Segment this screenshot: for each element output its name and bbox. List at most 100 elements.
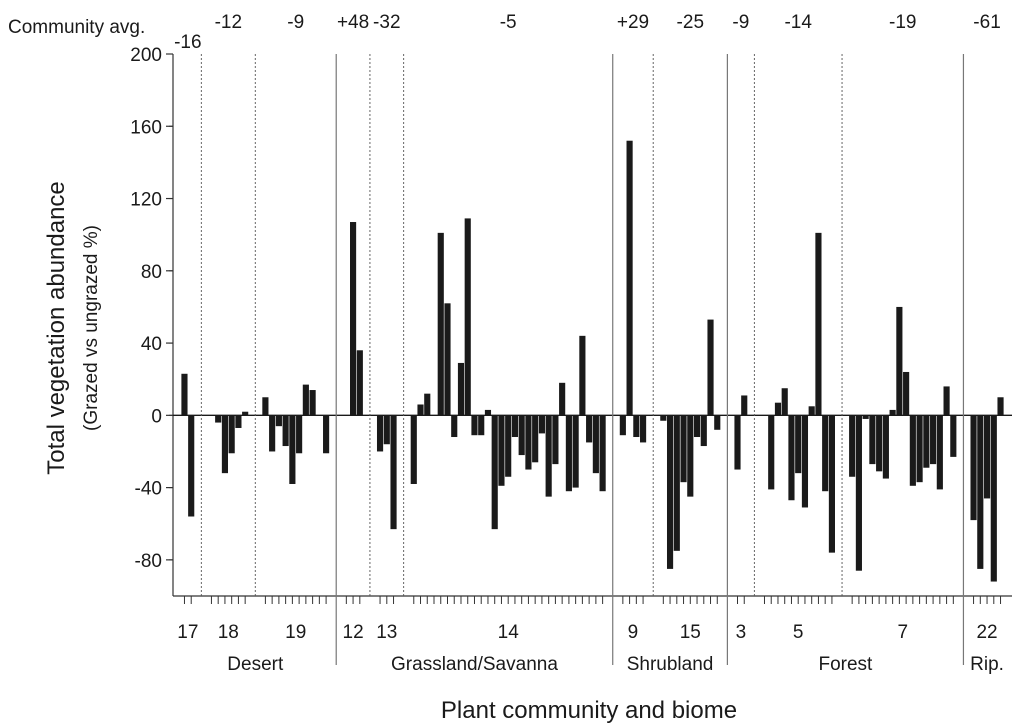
bar — [619, 415, 626, 436]
bar — [660, 415, 667, 421]
bar — [316, 415, 323, 416]
bar — [451, 415, 458, 438]
community-avg-value: +48 — [337, 12, 369, 33]
y-tick-label: -80 — [135, 551, 162, 572]
community-avg-value: -16 — [174, 32, 201, 53]
bar — [700, 415, 707, 447]
community-id-label: 3 — [736, 622, 747, 643]
bar — [923, 415, 930, 468]
community-id-label: 12 — [343, 622, 364, 643]
x-axis-label: Plant community and biome — [441, 697, 737, 723]
bar — [424, 393, 431, 416]
y-tick-label: 200 — [130, 45, 162, 66]
bar — [707, 319, 714, 416]
community-id-label: 15 — [680, 622, 701, 643]
y-axis-sublabel: (Grazed vs ungrazed %) — [81, 225, 102, 431]
community-id-label: 22 — [976, 622, 997, 643]
y-axis-title: Total vegetation abundance (Grazed vs un… — [43, 181, 102, 475]
bar — [936, 415, 943, 490]
community-avg-value: -19 — [889, 12, 916, 33]
bar — [478, 415, 485, 436]
bar — [788, 415, 795, 501]
bar — [808, 406, 815, 416]
bar — [376, 415, 384, 452]
bar — [242, 411, 249, 416]
bar — [208, 415, 215, 416]
y-tick-label: 120 — [130, 190, 162, 211]
bar — [505, 415, 512, 477]
y-tick-label: 160 — [130, 117, 162, 138]
bar — [302, 384, 309, 416]
bar — [417, 404, 424, 416]
biome-label: Forest — [818, 654, 873, 675]
biome-label: Desert — [227, 654, 284, 675]
bar — [849, 415, 856, 477]
bar — [795, 415, 802, 474]
bar — [430, 415, 438, 416]
bar — [687, 415, 694, 497]
bar — [491, 415, 498, 530]
bar — [734, 415, 741, 470]
bar — [275, 415, 282, 427]
bar — [626, 140, 633, 416]
bar — [876, 415, 883, 472]
community-avg-value: +29 — [617, 12, 649, 33]
y-tick-label: -40 — [135, 479, 162, 500]
bar — [586, 415, 593, 443]
community-id-label: 13 — [376, 622, 397, 643]
bar — [633, 415, 640, 438]
bar — [545, 415, 552, 497]
biome-label: Shrubland — [627, 654, 714, 675]
bar — [930, 415, 937, 465]
bar — [309, 390, 316, 416]
community-avg-value: -61 — [973, 12, 1000, 33]
bar — [215, 415, 222, 423]
bar — [181, 373, 188, 416]
community-id-label: 18 — [218, 622, 239, 643]
bar — [882, 415, 889, 479]
biome-label: Rip. — [970, 654, 1004, 675]
bar — [518, 415, 525, 456]
bar — [498, 415, 505, 486]
bar — [693, 415, 701, 438]
bar — [903, 371, 910, 416]
bar — [538, 415, 545, 434]
bar — [559, 382, 566, 416]
bar — [869, 415, 876, 465]
bar — [916, 415, 923, 483]
y-tick-label: 0 — [151, 406, 162, 427]
bar — [579, 335, 586, 416]
bar — [768, 415, 775, 490]
bar — [464, 218, 471, 416]
community-avg-value: -9 — [732, 12, 749, 33]
bar — [815, 232, 822, 416]
bar — [356, 350, 363, 416]
community-avg-value: -32 — [373, 12, 400, 33]
bar — [410, 415, 417, 484]
bar — [532, 415, 539, 463]
bar — [761, 415, 768, 416]
bar — [235, 415, 242, 428]
community-id-label: 14 — [498, 622, 520, 643]
bar — [289, 415, 296, 484]
bar — [437, 232, 444, 416]
bar — [484, 409, 492, 416]
bar — [296, 415, 303, 454]
bar — [741, 395, 748, 416]
bar — [950, 415, 957, 457]
bar — [565, 415, 572, 492]
bar — [680, 415, 687, 483]
community-id-label: 9 — [628, 622, 639, 643]
bar — [977, 415, 984, 569]
bar — [822, 415, 829, 492]
y-axis-label: Total vegetation abundance — [43, 181, 70, 475]
bar — [221, 415, 229, 474]
bar — [228, 415, 235, 454]
bar — [781, 388, 788, 416]
community-id-label: 7 — [897, 622, 908, 643]
bar — [343, 415, 350, 416]
bar — [511, 415, 519, 438]
community-avg-value: -5 — [500, 12, 517, 33]
bar — [188, 415, 195, 517]
y-tick-label: 40 — [141, 334, 162, 355]
